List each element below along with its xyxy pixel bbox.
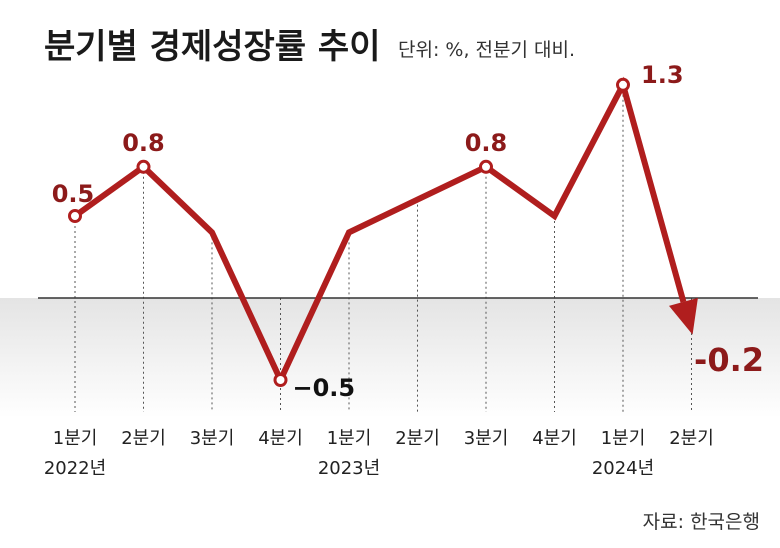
x-year-label: 2024년 [592,458,654,479]
series-line [73,76,698,388]
data-label: 0.8 [122,129,165,157]
x-axis-year-ticks: 2022년 2023년 2024년 [44,458,654,479]
data-label: -0.2 [694,341,764,379]
x-tick-label: 4분기 [258,428,303,449]
series-line-path [73,76,687,388]
data-label: 0.5 [52,180,95,208]
x-axis-quarter-ticks: 1분기 2분기 3분기 4분기 1분기 2분기 3분기 4분기 1분기 2분기 [53,428,714,449]
data-label: 0.8 [465,129,508,157]
x-tick-label: 1분기 [53,428,98,449]
x-tick-label: 2분기 [669,428,714,449]
x-year-label: 2022년 [44,458,106,479]
data-point [479,159,493,174]
arrowhead-last-point [669,297,698,335]
x-tick-label: 3분기 [464,428,509,449]
x-tick-label: 3분기 [190,428,235,449]
data-label: 1.3 [641,61,684,89]
data-point [68,209,82,223]
x-tick-label: 2분기 [121,428,166,449]
chart-title: 분기별 경제성장률 추이 [44,27,380,67]
data-point [616,77,630,92]
source-note: 자료: 한국은행 [643,511,760,533]
x-tick-label: 1분기 [327,428,372,449]
x-tick-label: 1분기 [601,428,646,449]
data-point [273,373,288,387]
negative-band [0,298,780,418]
x-tick-label: 4분기 [532,428,577,449]
data-label: −0.5 [293,374,356,402]
unit-note: 단위: %, 전분기 대비. [398,39,575,61]
x-tick-label: 2분기 [395,428,440,449]
data-point [136,159,151,174]
quarter-guide-lines [74,84,692,412]
data-labels: 0.5 0.8 −0.5 0.8 1.3 -0.2 [52,61,764,402]
x-year-label: 2023년 [318,458,380,479]
series-points [68,77,630,387]
